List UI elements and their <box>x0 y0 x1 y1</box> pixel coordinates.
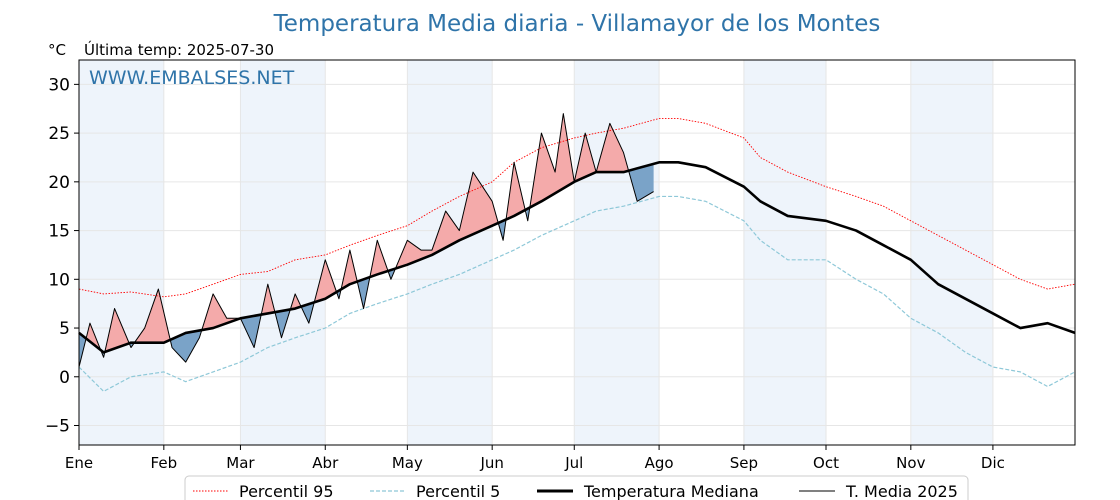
month-band <box>240 60 326 445</box>
below-median-fill <box>302 302 313 324</box>
below-median-fill <box>628 163 654 202</box>
month-band <box>574 60 660 445</box>
x-tick-label: May <box>392 454 423 472</box>
last-temp-label: Última temp: 2025-07-30 <box>84 40 274 59</box>
above-median-fill <box>104 308 129 352</box>
below-median-fill <box>241 314 261 348</box>
x-tick-label: Mar <box>226 454 255 472</box>
chart-title: Temperatura Media diaria - Villamayor de… <box>273 11 881 37</box>
month-band <box>743 60 826 445</box>
x-tick-label: Feb <box>151 454 178 472</box>
series-lines <box>78 113 1076 392</box>
y-tick-label: 10 <box>48 270 70 290</box>
x-tick-label: Sep <box>730 454 758 472</box>
y-tick-label: 15 <box>48 222 70 242</box>
month-band <box>910 60 993 445</box>
above-median-fill <box>396 172 498 269</box>
x-tick-label: Jul <box>564 454 583 472</box>
x-tick-label: Ene <box>65 454 93 472</box>
above-median-fill <box>370 240 387 277</box>
watermark: WWW.EMBALSES.NET <box>89 67 295 89</box>
x-tick-label: Jun <box>479 454 503 472</box>
p5-line <box>78 195 1076 392</box>
x-tick-label: Abr <box>312 454 339 472</box>
y-tick-label: 30 <box>48 75 70 95</box>
below-median-fill <box>170 330 201 363</box>
y-tick-label: −5 <box>45 417 70 437</box>
unit-label: °C <box>48 41 66 59</box>
above-median-fill <box>314 259 337 303</box>
y-tick-label: 20 <box>48 173 70 193</box>
below-median-fill <box>358 277 370 309</box>
actual-2025-line <box>78 113 654 368</box>
x-tick-label: Oct <box>813 454 839 472</box>
anomaly-fills <box>79 113 654 368</box>
legend-label-p95: Percentil 95 <box>239 482 334 500</box>
x-axis: Ene Feb Mar Abr May Jun Jul Ago Sep Oct Nov Dic <box>65 445 1005 472</box>
legend-label-median: Temperatura Mediana <box>583 482 759 500</box>
y-tick-label: 5 <box>59 319 70 339</box>
above-median-fill <box>341 250 357 290</box>
legend-label-2025: T. Media 2025 <box>845 482 958 500</box>
legend-box <box>184 475 969 500</box>
p95-line <box>78 118 1076 298</box>
above-median-fill <box>135 289 170 343</box>
above-median-fill <box>262 284 275 315</box>
below-median-fill <box>276 309 290 338</box>
above-median-fill <box>507 162 526 219</box>
y-tick-label: 0 <box>59 368 70 388</box>
plot-frame <box>78 59 1076 446</box>
y-tick-label: 25 <box>48 124 70 144</box>
x-tick-label: Dic <box>981 454 1005 472</box>
x-tick-label: Nov <box>896 454 925 472</box>
legend-label-p5: Percentil 5 <box>416 482 500 500</box>
below-median-fill <box>499 219 506 241</box>
x-tick-label: Ago <box>645 454 674 472</box>
legend: Percentil 95 Percentil 5 Temperatura Med… <box>184 475 969 500</box>
above-median-fill <box>87 323 100 350</box>
above-median-fill <box>291 293 301 310</box>
y-axis: −5 0 5 10 15 20 25 30 <box>45 75 79 437</box>
above-median-fill <box>530 113 628 208</box>
month-shading <box>79 60 993 445</box>
month-band <box>79 60 164 445</box>
